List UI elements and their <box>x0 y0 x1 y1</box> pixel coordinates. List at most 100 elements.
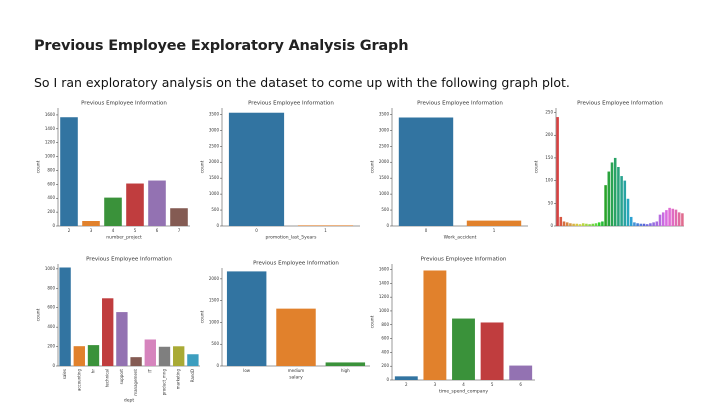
x-tick-label: 6 <box>519 382 522 387</box>
y-tick-label: 1200 <box>45 140 56 145</box>
y-tick-label: 200 <box>545 132 553 137</box>
x-axis-label: salary <box>289 375 303 381</box>
bar <box>588 224 591 226</box>
bar <box>626 198 630 226</box>
y-tick-label: 500 <box>381 207 389 212</box>
y-tick-label: 600 <box>47 305 55 310</box>
x-tick-label: 2 <box>68 228 71 233</box>
y-axis-label: count <box>370 315 376 328</box>
y-tick-label: 2000 <box>209 276 220 281</box>
chart: Previous Employee Information 0 200 400 600 8… <box>36 257 200 404</box>
y-tick-label: 500 <box>211 341 219 346</box>
x-tick-label: 4 <box>112 228 115 233</box>
bar <box>613 157 617 226</box>
bar <box>601 221 604 226</box>
y-tick-label: 1000 <box>45 266 56 271</box>
y-tick-label: 1400 <box>45 126 56 131</box>
y-tick-label: 1500 <box>379 175 390 180</box>
bar <box>116 312 128 366</box>
y-tick-label: 1000 <box>209 319 220 324</box>
bar <box>226 271 267 366</box>
y-tick-label: 1600 <box>45 112 56 117</box>
x-tick-label: marketing <box>176 369 181 390</box>
x-tick-label: 5 <box>491 382 494 387</box>
bar <box>649 223 652 226</box>
bar <box>187 354 199 366</box>
bar <box>130 357 142 366</box>
bar <box>104 197 122 226</box>
bar <box>655 221 659 226</box>
y-tick-label: 150 <box>545 155 553 160</box>
bar <box>591 223 595 226</box>
y-tick-label: 800 <box>381 322 389 327</box>
slide-title: Previous Employee Exploratory Analysis G… <box>34 38 409 54</box>
bar <box>170 208 188 226</box>
bar <box>325 362 366 366</box>
bar <box>652 222 655 226</box>
bar <box>466 220 522 226</box>
y-tick-label: 2000 <box>209 159 220 164</box>
y-tick-label: 1000 <box>379 308 390 313</box>
y-axis-label: count <box>370 160 376 173</box>
bar <box>623 180 627 226</box>
bar <box>87 345 100 366</box>
x-tick-label: 7 <box>178 228 181 233</box>
y-tick-label: 0 <box>52 363 55 368</box>
y-tick-label: 2000 <box>379 159 390 164</box>
y-tick-label: 50 <box>548 200 554 205</box>
bar <box>617 167 620 226</box>
y-tick-label: 1000 <box>209 191 220 196</box>
bar <box>671 208 675 226</box>
y-tick-label: 3000 <box>209 127 220 132</box>
chart-title: Previous Employee Information <box>248 101 334 107</box>
x-tick-label: 0 <box>255 228 258 233</box>
chart-title: Previous Employee Information <box>81 101 167 107</box>
x-tick-label: sales <box>62 369 67 379</box>
y-tick-label: 400 <box>47 324 55 329</box>
x-tick-label: 1 <box>324 228 327 233</box>
bar <box>642 223 646 226</box>
y-tick-label: 0 <box>52 223 55 228</box>
x-tick-label: 4 <box>462 382 465 387</box>
bar <box>569 223 572 226</box>
x-tick-label: IT <box>147 368 152 372</box>
y-tick-label: 200 <box>381 363 389 368</box>
bar <box>480 322 504 380</box>
x-tick-label: technical <box>105 369 110 387</box>
chart-title: Previous Employee Information <box>577 101 663 107</box>
x-axis-label: dept <box>124 398 134 404</box>
chart-title: Previous Employee Information <box>253 261 339 267</box>
bar <box>60 117 78 226</box>
y-axis-label: count <box>36 160 42 173</box>
bar <box>668 207 671 226</box>
y-tick-label: 0 <box>216 223 219 228</box>
bar <box>665 210 668 226</box>
x-tick-label: accounting <box>76 369 81 392</box>
y-tick-label: 0 <box>386 377 389 382</box>
y-tick-label: 200 <box>47 344 55 349</box>
y-tick-label: 600 <box>47 181 55 186</box>
y-tick-label: 0 <box>550 223 553 228</box>
bar <box>674 209 678 226</box>
x-tick-label: product_mng <box>162 369 167 396</box>
x-tick-label: high <box>341 368 350 373</box>
x-tick-label: hr <box>91 369 96 374</box>
y-tick-label: 800 <box>47 285 55 290</box>
bar <box>585 223 588 226</box>
y-tick-label: 2500 <box>379 143 390 148</box>
y-tick-label: 400 <box>381 349 389 354</box>
x-tick-label: 5 <box>134 228 137 233</box>
bar <box>102 298 114 366</box>
bar <box>629 216 633 226</box>
chart: Previous Employee Information 0 500 1000 150… <box>200 261 370 381</box>
bar <box>82 221 100 226</box>
bar <box>661 212 665 226</box>
y-tick-label: 1500 <box>209 175 220 180</box>
bar <box>158 346 171 366</box>
x-tick-label: support <box>119 369 124 385</box>
bar <box>148 180 166 226</box>
y-axis-label: count <box>534 160 540 173</box>
bar <box>173 346 185 366</box>
y-tick-label: 1500 <box>209 298 220 303</box>
